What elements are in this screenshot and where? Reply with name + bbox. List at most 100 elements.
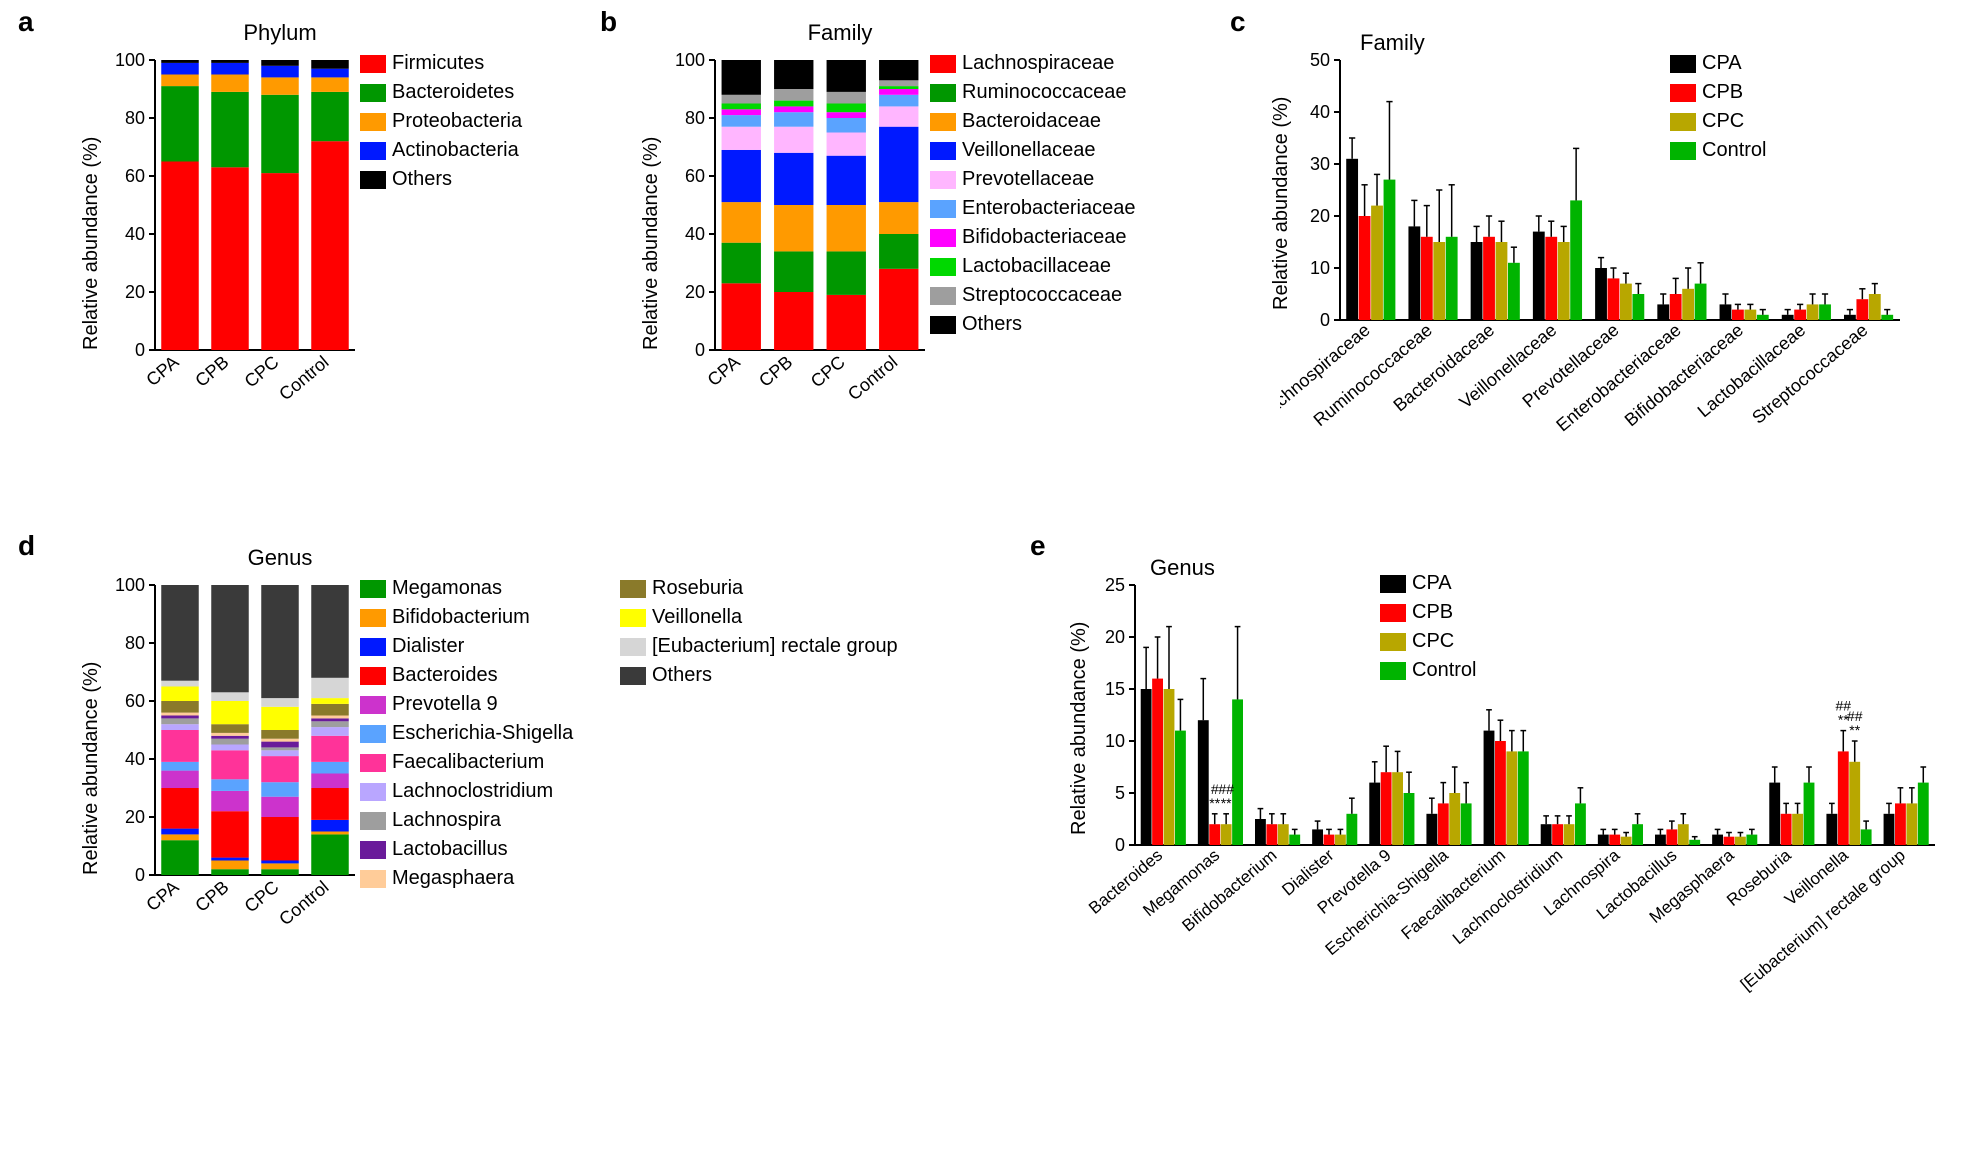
svg-text:0: 0 bbox=[1115, 835, 1125, 855]
panel-c-chart: 01020304050LachnospiraceaeRuminococcacea… bbox=[1280, 20, 1960, 500]
legend-swatch bbox=[930, 200, 956, 218]
svg-text:0: 0 bbox=[135, 865, 145, 885]
svg-text:**: ** bbox=[1209, 795, 1220, 811]
legend-swatch bbox=[360, 841, 386, 859]
legend-swatch bbox=[360, 696, 386, 714]
svg-text:20: 20 bbox=[125, 282, 145, 302]
legend-item: Control bbox=[1380, 657, 1476, 684]
legend-swatch bbox=[930, 171, 956, 189]
legend-item: Streptococcaceae bbox=[930, 282, 1135, 309]
svg-text:20: 20 bbox=[125, 807, 145, 827]
legend-swatch bbox=[360, 754, 386, 772]
legend-swatch bbox=[360, 84, 386, 102]
panel-b-legend: LachnospiraceaeRuminococcaceaeBacteroida… bbox=[930, 50, 1135, 340]
svg-text:CPC: CPC bbox=[807, 352, 849, 392]
legend-item: Prevotella 9 bbox=[360, 691, 573, 718]
legend-label: Roseburia bbox=[652, 575, 743, 602]
legend-label: Lachnospiraceae bbox=[962, 50, 1114, 77]
legend-label: Control bbox=[1412, 657, 1476, 684]
legend-label: Dialister bbox=[392, 633, 464, 660]
legend-label: Veillonellaceae bbox=[962, 137, 1095, 164]
legend-item: Bifidobacteriaceae bbox=[930, 224, 1135, 251]
svg-text:60: 60 bbox=[125, 166, 145, 186]
svg-text:Bifidobacteriaceae: Bifidobacteriaceae bbox=[1621, 320, 1747, 431]
panel-label-d: d bbox=[18, 530, 35, 562]
svg-text:Control: Control bbox=[275, 352, 332, 405]
legend-item: Bifidobacterium bbox=[360, 604, 573, 631]
legend-swatch bbox=[360, 142, 386, 160]
svg-text:Control: Control bbox=[275, 877, 332, 930]
svg-text:20: 20 bbox=[685, 282, 705, 302]
panel-label-a: a bbox=[18, 6, 34, 38]
legend-swatch bbox=[360, 667, 386, 685]
svg-text:80: 80 bbox=[685, 108, 705, 128]
legend-swatch bbox=[620, 580, 646, 598]
svg-text:**: ** bbox=[1849, 722, 1860, 738]
legend-label: [Eubacterium] rectale group bbox=[652, 633, 898, 660]
svg-text:100: 100 bbox=[115, 50, 145, 70]
legend-swatch bbox=[1380, 575, 1406, 593]
svg-text:100: 100 bbox=[115, 575, 145, 595]
svg-text:5: 5 bbox=[1115, 783, 1125, 803]
legend-label: Lachnoclostridium bbox=[392, 778, 553, 805]
svg-text:**: ** bbox=[1221, 795, 1232, 811]
svg-text:Control: Control bbox=[844, 352, 901, 405]
legend-swatch bbox=[360, 725, 386, 743]
svg-text:40: 40 bbox=[125, 224, 145, 244]
legend-label: CPC bbox=[1412, 628, 1454, 655]
svg-text:CPB: CPB bbox=[191, 877, 232, 916]
legend-label: Escherichia-Shigella bbox=[392, 720, 573, 747]
legend-swatch bbox=[360, 609, 386, 627]
legend-item: Dialister bbox=[360, 633, 573, 660]
svg-text:40: 40 bbox=[125, 749, 145, 769]
svg-text:80: 80 bbox=[125, 633, 145, 653]
legend-item: CPC bbox=[1670, 108, 1766, 135]
legend-item: Others bbox=[620, 662, 898, 689]
legend-label: Bacteroidetes bbox=[392, 79, 514, 106]
legend-label: Enterobacteriaceae bbox=[962, 195, 1135, 222]
legend-item: [Eubacterium] rectale group bbox=[620, 633, 898, 660]
legend-label: CPB bbox=[1412, 599, 1453, 626]
svg-text:0: 0 bbox=[135, 340, 145, 360]
svg-text:10: 10 bbox=[1105, 731, 1125, 751]
legend-item: CPA bbox=[1670, 50, 1766, 77]
legend-label: CPA bbox=[1412, 570, 1452, 597]
legend-item: Lachnospira bbox=[360, 807, 573, 834]
legend-item: Proteobacteria bbox=[360, 108, 522, 135]
legend-label: CPB bbox=[1702, 79, 1743, 106]
panel-e: Genus Relative abundance (%) 0510152025B… bbox=[1050, 545, 1950, 1145]
svg-text:20: 20 bbox=[1105, 627, 1125, 647]
panel-a-legend: FirmicutesBacteroidetesProteobacteriaAct… bbox=[360, 50, 522, 195]
legend-item: Bacteroidaceae bbox=[930, 108, 1135, 135]
panel-a: Phylum Relative abundance (%) 0204060801… bbox=[60, 20, 590, 480]
legend-swatch bbox=[360, 580, 386, 598]
legend-item: Actinobacteria bbox=[360, 137, 522, 164]
legend-item: Veillonellaceae bbox=[930, 137, 1135, 164]
legend-label: Firmicutes bbox=[392, 50, 484, 77]
legend-swatch bbox=[930, 229, 956, 247]
legend-swatch bbox=[1380, 604, 1406, 622]
legend-item: CPB bbox=[1670, 79, 1766, 106]
legend-swatch bbox=[360, 870, 386, 888]
legend-item: Roseburia bbox=[620, 575, 898, 602]
legend-swatch bbox=[620, 609, 646, 627]
legend-label: Others bbox=[962, 311, 1022, 338]
figure-page: { "panels": {"a":"a","b":"b","c":"c","d"… bbox=[0, 0, 1961, 1153]
svg-text:80: 80 bbox=[125, 108, 145, 128]
svg-text:CPA: CPA bbox=[142, 352, 182, 390]
svg-text:Streptococcaceae: Streptococcaceae bbox=[1748, 320, 1871, 428]
svg-text:CPC: CPC bbox=[241, 877, 283, 917]
legend-swatch bbox=[1670, 55, 1696, 73]
panel-c: Family Relative abundance (%) 0102030405… bbox=[1250, 20, 1950, 520]
legend-label: Streptococcaceae bbox=[962, 282, 1122, 309]
legend-swatch bbox=[930, 55, 956, 73]
legend-label: Lactobacillaceae bbox=[962, 253, 1111, 280]
svg-text:CPA: CPA bbox=[704, 352, 744, 390]
legend-item: Lachnospiraceae bbox=[930, 50, 1135, 77]
legend-label: Bifidobacterium bbox=[392, 604, 530, 631]
legend-item: Ruminococcaceae bbox=[930, 79, 1135, 106]
legend-item: Enterobacteriaceae bbox=[930, 195, 1135, 222]
legend-swatch bbox=[930, 113, 956, 131]
svg-text:15: 15 bbox=[1105, 679, 1125, 699]
legend-label: Bacteroides bbox=[392, 662, 498, 689]
